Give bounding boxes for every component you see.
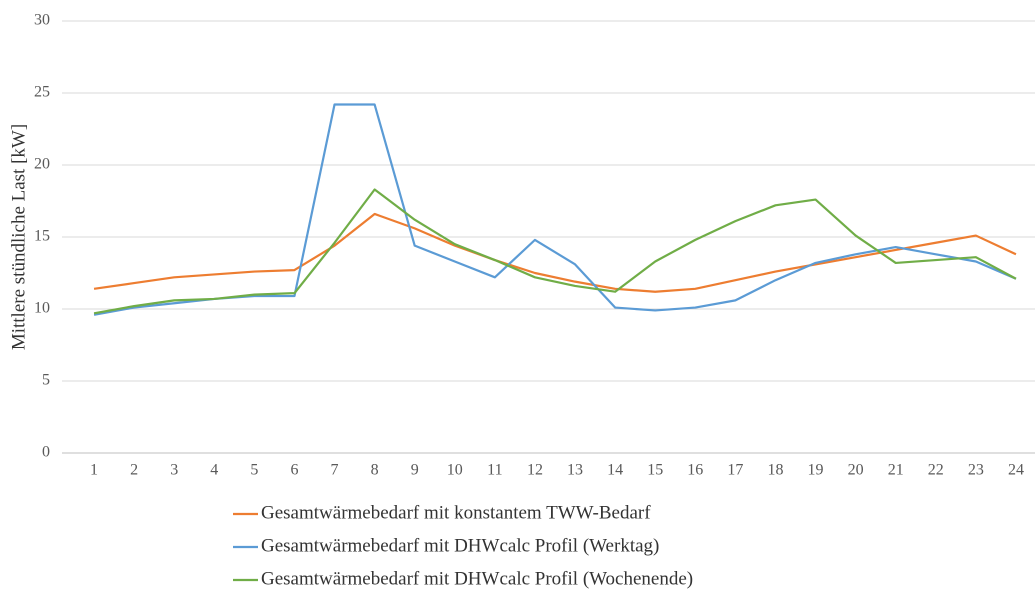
x-tick-label: 9 <box>411 462 419 479</box>
x-tick-label: 4 <box>210 462 218 479</box>
x-tick-label: 2 <box>130 462 138 479</box>
legend-label: Gesamtwärmebedarf mit konstantem TWW-Bed… <box>261 502 651 523</box>
y-tick-label: 20 <box>34 156 50 173</box>
x-tick-label: 22 <box>928 462 944 479</box>
x-tick-label: 11 <box>487 462 502 479</box>
x-tick-label: 6 <box>290 462 298 479</box>
x-tick-label: 13 <box>567 462 583 479</box>
legend-label: Gesamtwärmebedarf mit DHWcalc Profil (Wo… <box>261 568 693 589</box>
y-tick-label: 0 <box>42 444 50 461</box>
series-line <box>93 188 1017 315</box>
y-tick-label: 25 <box>34 84 50 101</box>
y-tick-label: 30 <box>34 12 50 29</box>
x-tick-label: 21 <box>888 462 904 479</box>
y-axis-title: Mittlere stündliche Last [kW] <box>8 124 29 350</box>
x-tick-label: 19 <box>808 462 824 479</box>
x-tick-label: 16 <box>687 462 703 479</box>
series-line <box>93 212 1017 293</box>
x-tick-label: 3 <box>170 462 178 479</box>
x-tick-label: 5 <box>250 462 258 479</box>
x-tick-label: 24 <box>1008 462 1024 479</box>
y-tick-label: 10 <box>34 300 50 317</box>
x-tick-label: 14 <box>607 462 623 479</box>
x-tick-label: 18 <box>767 462 783 479</box>
x-tick-label: 15 <box>647 462 663 479</box>
x-tick-label: 17 <box>727 462 743 479</box>
y-tick-label: 15 <box>34 228 50 245</box>
x-tick-label: 12 <box>527 462 543 479</box>
x-tick-label: 7 <box>331 462 339 479</box>
x-tick-label: 23 <box>968 462 984 479</box>
y-tick-label: 5 <box>42 372 50 389</box>
x-tick-label: 1 <box>90 462 98 479</box>
legend-label: Gesamtwärmebedarf mit DHWcalc Profil (We… <box>261 535 659 556</box>
x-tick-label: 20 <box>848 462 864 479</box>
series-line <box>93 103 1017 316</box>
x-tick-label: 10 <box>447 462 463 479</box>
x-tick-label: 8 <box>371 462 379 479</box>
